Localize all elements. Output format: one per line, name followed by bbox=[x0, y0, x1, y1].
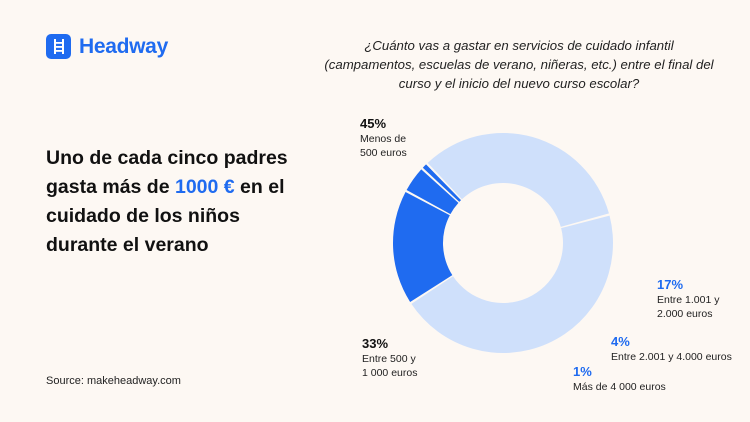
slice-menos-500 bbox=[411, 215, 613, 353]
slice-desc-line: Menos de bbox=[360, 133, 407, 145]
chart-title: ¿Cuánto vas a gastar en servicios de cui… bbox=[324, 38, 714, 91]
slice-pct: 33% bbox=[362, 336, 389, 351]
slice-pct: 17% bbox=[657, 277, 684, 292]
slice-1001-2000 bbox=[392, 192, 453, 302]
slice-2001-4000 bbox=[406, 169, 459, 215]
slice-desc-line: Entre 2.001 y 4.000 euros bbox=[611, 351, 732, 363]
slice-label-menos-500: 45% Menos de 500 euros bbox=[360, 116, 407, 160]
slice-desc-line: Entre 500 y bbox=[362, 353, 416, 365]
slice-desc-line: Más de 4 000 euros bbox=[573, 381, 666, 393]
slice-pct: 45% bbox=[360, 116, 387, 131]
slice-pct: 1% bbox=[573, 364, 592, 379]
slice-label-2001-4000: 4% Entre 2.001 y 4.000 euros bbox=[611, 334, 732, 364]
slice-label-500-1000: 33% Entre 500 y 1 000 euros bbox=[362, 336, 417, 380]
slice-mas-4000 bbox=[422, 164, 462, 202]
ladder-icon bbox=[46, 34, 71, 59]
source-note: Source: makeheadway.com bbox=[46, 375, 181, 387]
brand-name: Headway bbox=[79, 34, 168, 58]
slice-desc-line: 2.000 euros bbox=[657, 308, 713, 320]
slice-desc-line: 1 000 euros bbox=[362, 367, 418, 379]
brand-logo: Headway bbox=[46, 34, 168, 59]
slice-pct: 4% bbox=[611, 334, 630, 349]
headline-before: Uno de cada cinco padres gasta más de bbox=[46, 147, 288, 198]
slice-desc-line: Entre 1.001 y bbox=[657, 294, 720, 306]
headline-after: en el cuidado de los niños durante el ve… bbox=[46, 176, 285, 256]
slice-desc-line: 500 euros bbox=[360, 147, 407, 159]
slice-label-1001-2000: 17% Entre 1.001 y 2.000 euros bbox=[657, 277, 719, 321]
headline-highlight: 1000 € bbox=[174, 176, 235, 198]
headline: Uno de cada cinco padres gasta más de 10… bbox=[46, 144, 306, 260]
slice-label-mas-4000: 1% Más de 4 000 euros bbox=[573, 364, 666, 394]
slice-500-1000 bbox=[427, 133, 609, 227]
